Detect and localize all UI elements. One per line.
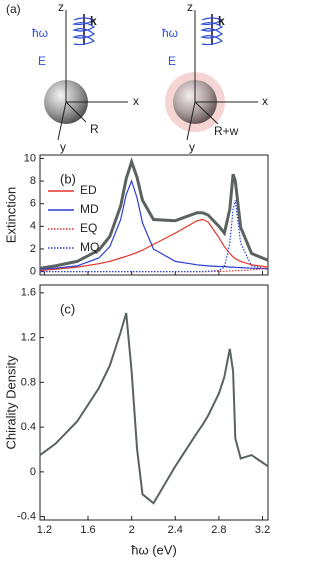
y-label: y — [189, 140, 195, 154]
wave-helix — [71, 17, 96, 46]
x-tick-label: 1.6 — [80, 524, 95, 536]
series-line — [39, 218, 269, 272]
legend-label: MQ — [80, 240, 99, 254]
x-tick-label: 2.8 — [211, 524, 226, 536]
y-tick-label: 6 — [30, 198, 36, 210]
r-label: R — [90, 122, 99, 136]
y-tick-label: 2 — [30, 243, 36, 255]
k-label: k — [90, 14, 97, 28]
y-axis — [186, 101, 196, 141]
r-label: R+w — [214, 124, 239, 138]
hw-label: ħω — [162, 26, 178, 40]
series-line — [39, 179, 269, 270]
k-label: k — [218, 14, 225, 28]
radius — [65, 101, 87, 123]
x-tick-label: 1.2 — [37, 524, 52, 536]
x-tick-label: 2.4 — [168, 524, 183, 536]
series-line — [39, 312, 269, 505]
series-line — [40, 200, 269, 273]
series-line — [39, 157, 269, 270]
y-tick-label: 0.8 — [21, 376, 36, 388]
y-axis-title: Extinction — [3, 187, 18, 243]
y-axis-title: Chirality Density — [3, 355, 18, 449]
x-label: x — [262, 94, 268, 108]
x-label: x — [133, 94, 139, 108]
y-tick-label: 8 — [30, 175, 36, 187]
z-label: z — [187, 0, 193, 14]
y-tick-label: 1.2 — [21, 332, 36, 344]
sphere-diagram: z ħω k E x y R+w — [162, 0, 268, 154]
panel-label: (a) — [6, 2, 21, 16]
sphere-diagram: z ħω k E x y R — [32, 0, 139, 154]
z-label: z — [58, 0, 64, 14]
x-axis-title: ħω (eV) — [131, 542, 177, 557]
y-tick-label: 0 — [30, 466, 36, 478]
plot-frame — [39, 284, 269, 521]
y-axis — [57, 101, 67, 141]
figure: (a) z ħω k E x y R z ħω k E x y R+w 0 2 4 6… — [3, 0, 270, 557]
e-label: E — [38, 54, 46, 68]
wave-helix — [199, 17, 224, 46]
y-tick-label: 0.4 — [21, 421, 36, 433]
y-label: y — [60, 140, 66, 154]
y-tick-label: 1.6 — [21, 287, 36, 299]
x-tick-label: 2 — [129, 524, 135, 536]
y-tick-label: 4 — [30, 220, 36, 232]
panel-label: (c) — [60, 301, 75, 316]
e-label: E — [168, 54, 176, 68]
y-tick-label: 10 — [24, 152, 36, 164]
y-tick-label: 0 — [30, 266, 36, 278]
radius — [194, 101, 219, 125]
y-tick-label: -0.4 — [17, 511, 36, 523]
panel-label: (b) — [60, 171, 76, 186]
x-tick-label: 3.2 — [255, 524, 270, 536]
legend-label: EQ — [80, 221, 97, 235]
legend-label: MD — [80, 202, 99, 216]
hw-label: ħω — [32, 26, 48, 40]
plot-frame — [39, 154, 269, 276]
legend-label: ED — [80, 183, 97, 197]
